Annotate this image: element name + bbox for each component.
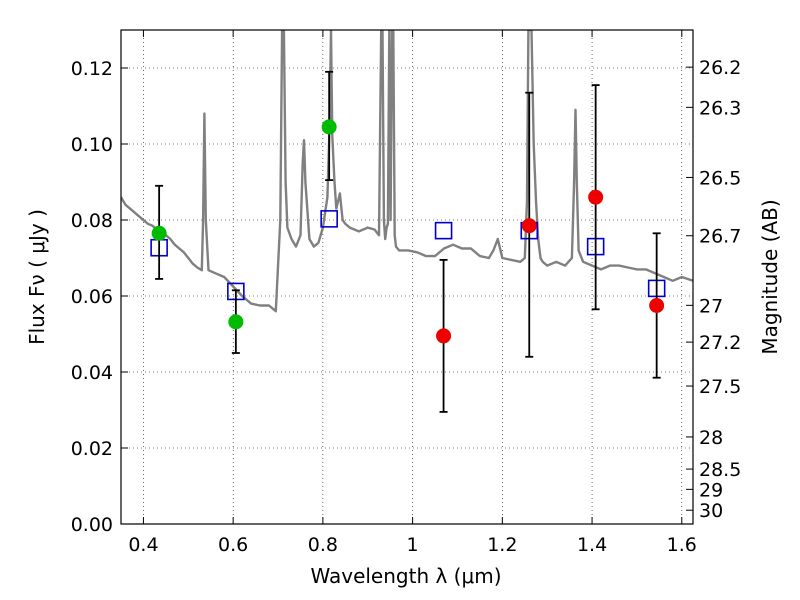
magnitude-tick-label: 26.3 bbox=[699, 97, 741, 119]
x-tick-label: 0.6 bbox=[218, 534, 248, 556]
observed-flux-point bbox=[649, 298, 665, 313]
x-axis-label: Wavelength λ (μm) bbox=[310, 564, 501, 588]
x-tick-label: 0.4 bbox=[128, 534, 158, 556]
plot-area bbox=[121, 30, 693, 413]
x-tick-label: 1.2 bbox=[487, 534, 517, 556]
y-tick-label: 0.06 bbox=[71, 286, 113, 308]
magnitude-tick-label: 28 bbox=[699, 427, 723, 449]
observed-flux-point bbox=[321, 119, 337, 135]
observed-flux-point bbox=[588, 189, 604, 205]
x-tick-label: 1 bbox=[407, 534, 419, 556]
model-photometry-square bbox=[434, 221, 453, 240]
magnitude-tick-label: 27.2 bbox=[699, 332, 741, 354]
y-tick-label: 0.12 bbox=[71, 58, 113, 80]
x-tick-label: 0.8 bbox=[308, 534, 338, 556]
y-tick-label: 0.02 bbox=[71, 438, 113, 460]
model-photometry-square bbox=[320, 210, 338, 228]
x-tick-label: 1.6 bbox=[667, 534, 697, 556]
magnitude-tick-label: 30 bbox=[699, 500, 723, 522]
magnitude-tick-label: 29 bbox=[699, 479, 723, 501]
magnitude-tick-label: 26.2 bbox=[699, 57, 741, 79]
gridlines bbox=[121, 30, 693, 525]
y-tick-label: 0.08 bbox=[71, 210, 113, 232]
observed-flux-point bbox=[151, 225, 167, 241]
x-tick-label: 1.4 bbox=[577, 534, 607, 556]
axes: 0.4 0.6 0.8 1 1.2 1.4 1.6 0.00 0.02 0.04 0.06 0.08 0… bbox=[71, 30, 741, 556]
magnitude-tick-label: 27 bbox=[699, 295, 723, 317]
observed-flux-point bbox=[521, 218, 537, 234]
magnitude-tick-label: 27.5 bbox=[699, 376, 741, 398]
model-spectrum-line bbox=[121, 30, 693, 313]
magnitude-axis-label: Magnitude (AB) bbox=[758, 199, 782, 354]
observed-flux-point bbox=[436, 328, 452, 344]
magnitude-tick-label: 26.5 bbox=[699, 167, 741, 189]
plot-frame bbox=[120, 29, 694, 525]
y-tick-label: 0.00 bbox=[71, 514, 113, 536]
magnitude-tick-label: 28.5 bbox=[699, 459, 741, 481]
y-axis-label: Flux Fν ( μJy ) bbox=[25, 209, 49, 345]
y-tick-label: 0.04 bbox=[71, 362, 113, 384]
y-tick-label: 0.10 bbox=[71, 134, 113, 156]
observed-flux-point bbox=[228, 314, 244, 330]
magnitude-tick-label: 26.7 bbox=[699, 226, 741, 248]
